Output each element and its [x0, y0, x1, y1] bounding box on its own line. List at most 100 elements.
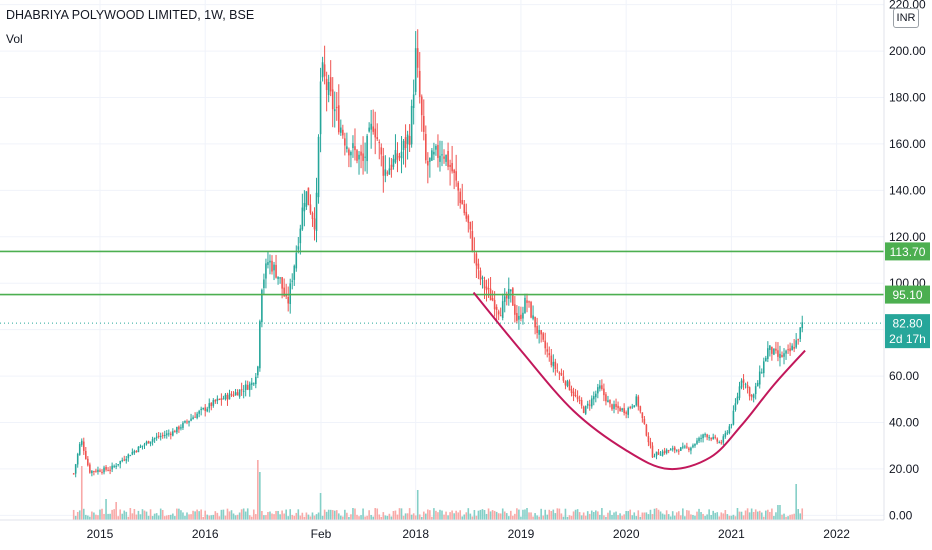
candle-body — [368, 127, 370, 132]
candle-body — [390, 164, 393, 171]
candle-body — [708, 437, 710, 439]
volume-bar — [530, 512, 532, 520]
volume-bar — [394, 510, 397, 520]
volume-bar — [475, 515, 478, 520]
candle-body — [742, 379, 745, 383]
volume-bar — [117, 516, 119, 520]
candle-body — [785, 350, 787, 354]
volume-bar — [267, 512, 269, 520]
volume-bar — [151, 516, 154, 520]
volume-bar — [342, 516, 344, 520]
volume-bar — [647, 514, 650, 520]
candle-body — [431, 150, 433, 161]
volume-bar — [206, 514, 209, 520]
volume-bar — [507, 516, 510, 520]
volume-bar — [145, 511, 148, 520]
candle-body — [651, 445, 654, 458]
candle-body — [671, 448, 674, 450]
volume-bar — [414, 515, 417, 520]
candle-body — [186, 421, 188, 423]
candle-body — [546, 349, 549, 352]
volume-bar — [603, 515, 605, 520]
candle-body — [704, 434, 706, 436]
candle-body — [716, 438, 719, 442]
volume-bar — [469, 513, 472, 520]
candle-body — [720, 442, 723, 444]
candle-body — [645, 424, 648, 436]
volume-indicator-label[interactable]: Vol — [6, 32, 23, 46]
candle-body — [752, 394, 755, 398]
candle-body — [552, 361, 555, 367]
volume-bar — [408, 508, 411, 520]
volume-bar — [518, 509, 520, 520]
level-price-label: 113.70 — [890, 245, 926, 259]
candle-body — [267, 262, 269, 265]
price-tick-label: 140.00 — [889, 183, 926, 197]
volume-bar — [435, 510, 437, 520]
candle-body — [779, 353, 781, 359]
volume-bar — [437, 512, 439, 520]
volume-bar — [210, 515, 213, 520]
volume-bar — [410, 514, 413, 520]
volume-bar — [257, 460, 259, 520]
volume-bar — [123, 510, 126, 520]
volume-bar — [125, 511, 128, 520]
horizontal-levels[interactable] — [0, 250, 884, 324]
candle-body — [366, 135, 368, 162]
candle-body — [342, 129, 344, 136]
candlestick-series — [72, 29, 804, 478]
candle-body — [400, 151, 403, 159]
volume-bar — [329, 509, 332, 520]
volume-bar — [129, 508, 132, 520]
candle-body — [319, 81, 322, 135]
volume-bar — [514, 513, 516, 520]
candle-body — [105, 466, 107, 470]
candle-body — [801, 322, 804, 329]
volume-bar — [641, 512, 644, 520]
volume-bar — [311, 512, 314, 520]
candle-body — [408, 135, 411, 145]
volume-bar — [779, 505, 781, 520]
volume-bar — [277, 510, 279, 520]
time-tick-label: 2018 — [402, 527, 429, 541]
volume-bar — [716, 512, 719, 520]
volume-bar — [767, 509, 769, 520]
candle-body — [560, 373, 563, 376]
cup-curve[interactable] — [472, 291, 806, 471]
candle-body — [609, 399, 611, 404]
time-tick-label: 2020 — [613, 527, 640, 541]
price-axis[interactable]: 0.0020.0040.0060.0080.00100.00120.00140.… — [889, 0, 926, 522]
volume-bar — [471, 516, 474, 520]
candle-body — [570, 389, 573, 393]
volume-bar — [560, 513, 563, 520]
volume-bar — [453, 513, 455, 520]
candle-body — [773, 348, 775, 355]
volume-bar — [354, 508, 356, 520]
volume-bar — [554, 513, 557, 520]
volume-bar — [546, 514, 549, 520]
volume-bar — [72, 509, 75, 520]
volume-bar — [109, 513, 111, 520]
candle-body — [744, 383, 747, 385]
candle-body — [220, 398, 223, 400]
volume-bar — [588, 513, 591, 520]
volume-bar — [677, 511, 680, 520]
volume-bar — [234, 515, 237, 520]
volume-bar — [574, 509, 577, 520]
candle-body — [730, 424, 733, 426]
candle-body — [592, 396, 595, 400]
volume-bar — [789, 514, 791, 520]
candle-body — [97, 469, 99, 472]
volume-bar — [552, 509, 555, 520]
candle-body — [734, 403, 737, 411]
volume-bar — [192, 510, 194, 520]
currency-badge[interactable]: INR — [893, 8, 919, 28]
candle-body — [738, 386, 741, 398]
candle-body — [87, 458, 89, 466]
time-axis[interactable]: 2015 2016 Feb 2018 2019 2020 2021 2022 — [87, 527, 851, 541]
candle-body — [702, 434, 704, 439]
volume-bar — [582, 512, 585, 520]
volume-bar — [756, 511, 759, 520]
level-price-tag — [885, 242, 930, 261]
